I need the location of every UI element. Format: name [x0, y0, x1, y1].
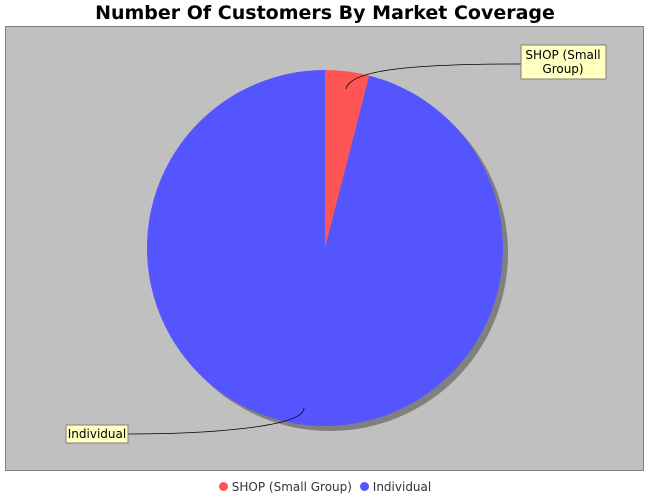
legend-swatch-individual	[359, 482, 369, 491]
label-shop-line-2: Group)	[542, 62, 583, 76]
legend-swatch-shop	[218, 482, 228, 491]
pie-slices	[146, 70, 503, 427]
legend-label-shop: SHOP (Small Group)	[231, 480, 352, 494]
label-shop-line-1: SHOP (Small	[525, 48, 600, 62]
legend-label-individual: Individual	[372, 480, 432, 494]
legend-item-individual: Individual	[359, 479, 432, 495]
label-shop: SHOP (Small Group)	[520, 44, 607, 80]
legend: SHOP (Small Group) Individual	[0, 479, 650, 495]
pie-slice-shop-small-group	[325, 70, 370, 248]
label-individual: Individual	[65, 424, 129, 444]
leader-line-individual	[127, 407, 305, 435]
chart-title: Number Of Customers By Market Coverage	[95, 2, 555, 24]
pie-slice-individual	[146, 70, 503, 427]
label-individual-text: Individual	[68, 427, 126, 441]
leader-line-shop	[345, 63, 522, 90]
legend-item-shop: SHOP (Small Group)	[218, 479, 352, 495]
